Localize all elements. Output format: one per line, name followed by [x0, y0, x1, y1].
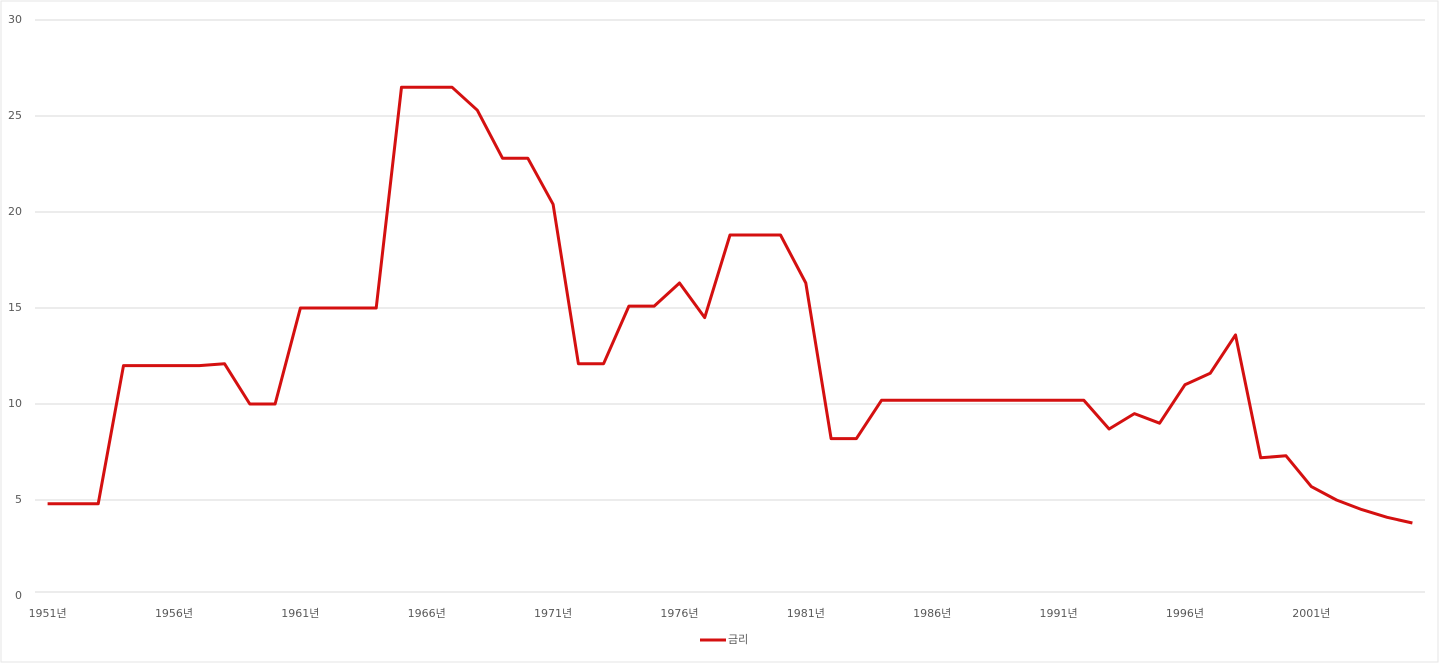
- y-tick-label: 15: [8, 301, 22, 314]
- x-tick-label: 1966년: [408, 607, 446, 620]
- line-series: [47, 85, 1413, 525]
- x-tick-label: 1981년: [787, 607, 825, 620]
- y-tick-label: 0: [15, 589, 22, 602]
- y-tick-label: 5: [15, 493, 22, 506]
- y-tick-label: 25: [8, 109, 22, 122]
- x-tick-label: 1991년: [1039, 607, 1077, 620]
- x-tick-label: 1971년: [534, 607, 572, 620]
- x-tick-label: 1951년: [29, 607, 67, 620]
- y-tick-label: 10: [8, 397, 22, 410]
- y-tick-label: 20: [8, 205, 22, 218]
- x-tick-label: 1996년: [1166, 607, 1204, 620]
- x-tick-label: 2001년: [1292, 607, 1330, 620]
- y-tick-label: 30: [8, 13, 22, 26]
- x-tick-label: 1976년: [660, 607, 698, 620]
- x-tick-label: 1986년: [913, 607, 951, 620]
- x-tick-label: 1956년: [155, 607, 193, 620]
- x-tick-label: 1961년: [281, 607, 319, 620]
- legend-label: 금리: [728, 633, 748, 646]
